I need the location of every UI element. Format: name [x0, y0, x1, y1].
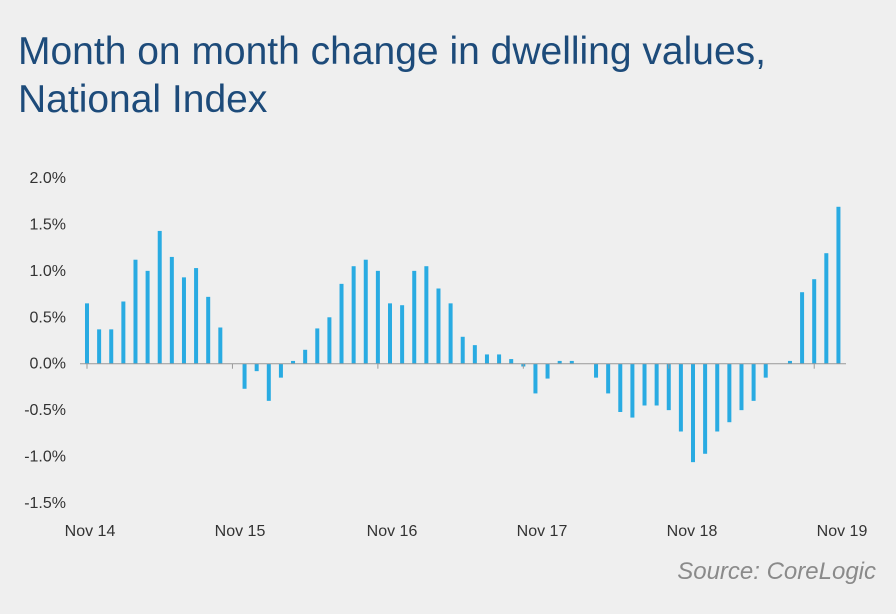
y-tick-label: -0.5% [24, 402, 66, 419]
bar [594, 363, 599, 378]
x-tick-label: Nov 19 [817, 523, 868, 540]
bar [291, 360, 296, 364]
bar [691, 363, 695, 463]
y-tick-label: 1.0% [30, 263, 66, 280]
bar [388, 303, 392, 364]
bar [606, 363, 611, 394]
bar [85, 303, 89, 364]
bar [218, 327, 223, 364]
bar [836, 206, 841, 364]
bar [472, 345, 477, 364]
y-tick-label: -1.5% [24, 495, 66, 512]
x-tick-label: Nov 18 [667, 523, 718, 540]
bar [678, 363, 683, 432]
bar [121, 301, 126, 364]
bar [133, 259, 138, 364]
bar [278, 363, 283, 378]
bar [169, 256, 174, 364]
bar [412, 270, 417, 364]
bar [109, 329, 114, 364]
bar [484, 354, 489, 364]
bar [327, 317, 332, 364]
bar [703, 363, 708, 454]
bar [630, 363, 635, 418]
chart-title: Month on month change in dwelling values… [18, 28, 878, 124]
bar [436, 288, 441, 364]
bar [339, 283, 344, 364]
bar [206, 296, 211, 364]
chart-title-line-1: Month on month change in dwelling values… [18, 30, 766, 73]
bar [812, 279, 817, 364]
bar [448, 303, 453, 364]
bar [787, 360, 792, 364]
x-tick-label: Nov 14 [65, 523, 116, 540]
bar [97, 329, 102, 364]
chart-title-line-2: National Index [18, 78, 268, 121]
x-tick-label: Nov 16 [367, 523, 418, 540]
bar [569, 360, 574, 364]
bar [303, 349, 308, 364]
bar [654, 363, 659, 406]
bar [157, 230, 162, 364]
bar [375, 270, 380, 364]
bar [545, 363, 550, 379]
y-tick-label: 0.5% [30, 309, 66, 326]
bar [194, 268, 199, 364]
bar [460, 336, 465, 364]
bar [424, 266, 429, 364]
y-tick-label: 2.0% [30, 170, 66, 187]
bar [763, 363, 768, 378]
bar [533, 363, 538, 394]
bar [800, 292, 805, 364]
bar [363, 259, 368, 364]
bar [618, 363, 623, 412]
y-tick-label: 1.5% [30, 216, 66, 233]
bar [351, 266, 356, 364]
bar [666, 363, 671, 411]
bar [242, 363, 247, 389]
bar [824, 253, 829, 364]
bar [739, 363, 744, 411]
source-note: Source: CoreLogic [677, 558, 876, 585]
y-tick-label: 0.0% [30, 356, 66, 373]
bar [254, 363, 259, 372]
bar [181, 277, 186, 364]
bar [715, 363, 720, 432]
bar [642, 363, 647, 406]
bar [557, 360, 562, 364]
bar [266, 363, 271, 401]
y-tick-label: -1.0% [24, 449, 66, 466]
bar [751, 363, 756, 401]
x-tick-label: Nov 17 [517, 523, 568, 540]
bar [497, 354, 502, 364]
bar [727, 363, 732, 423]
bar [145, 270, 150, 364]
bar [400, 305, 405, 364]
bar [509, 359, 514, 364]
x-tick-label: Nov 15 [215, 523, 266, 540]
bar [315, 328, 320, 364]
